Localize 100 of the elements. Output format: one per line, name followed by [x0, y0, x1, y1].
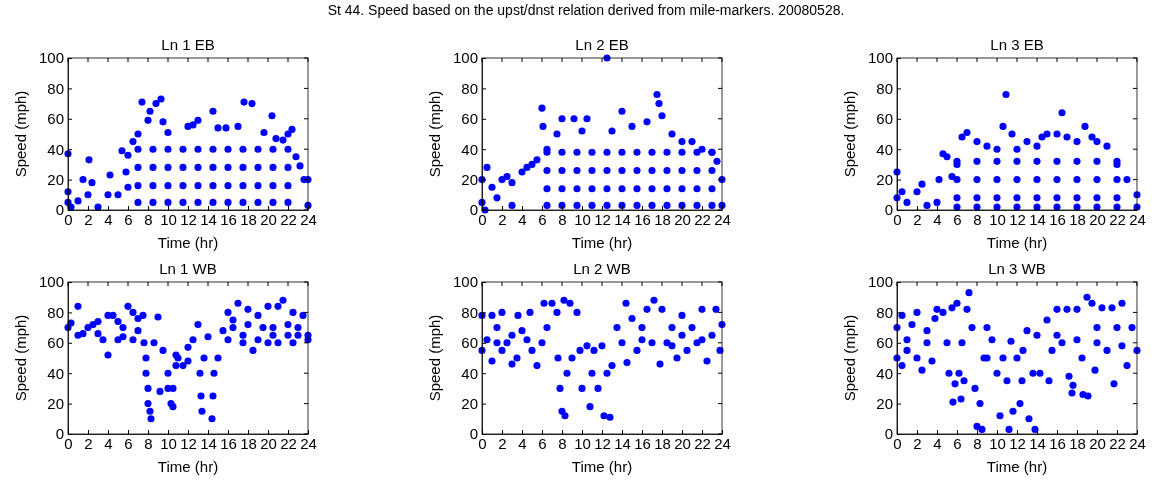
x-tick-label: 2 [84, 434, 93, 452]
x-axis-title: Time (hr) [986, 458, 1048, 475]
x-tick-label: 24 [300, 434, 317, 452]
x-tick-label: 6 [953, 434, 962, 452]
x-tick-label: 2 [84, 210, 93, 228]
chart-title: Ln 2 WB [573, 260, 631, 277]
x-tick-label: 12 [1009, 210, 1026, 228]
x-tick-label: 6 [538, 210, 547, 228]
y-axis-title: Speed (mph) [426, 314, 443, 402]
y-tick-label: 40 [47, 140, 64, 158]
y-axis-title: Speed (mph) [12, 90, 29, 178]
chart-title: Ln 1 EB [161, 36, 215, 53]
x-tick-label: 22 [694, 210, 711, 228]
chart-title: Ln 2 EB [575, 36, 629, 53]
chart-title: Ln 3 EB [990, 36, 1044, 53]
x-tick-label: 2 [913, 434, 922, 452]
x-tick-label: 8 [144, 210, 153, 228]
x-tick-label: 8 [144, 434, 153, 452]
y-tick-label: 100 [867, 49, 893, 67]
x-axis-title: Time (hr) [986, 234, 1048, 251]
x-tick-label: 6 [124, 434, 133, 452]
x-tick-label: 2 [498, 434, 507, 452]
x-tick-label: 12 [180, 434, 197, 452]
x-tick-label: 8 [558, 210, 567, 228]
x-tick-label: 16 [634, 434, 651, 452]
y-tick-label: 100 [867, 273, 893, 291]
x-tick-label: 14 [614, 210, 631, 228]
x-tick-label: 18 [240, 434, 257, 452]
x-axis-title: Time (hr) [157, 458, 219, 475]
x-tick-label: 12 [594, 210, 611, 228]
x-tick-label: 16 [220, 210, 237, 228]
x-tick-label: 24 [714, 434, 731, 452]
x-tick-label: 10 [574, 210, 591, 228]
y-tick-label: 80 [47, 79, 64, 97]
x-tick-label: 14 [614, 434, 631, 452]
y-axis-title: Speed (mph) [12, 314, 29, 402]
x-tick-label: 16 [1049, 210, 1066, 228]
y-tick-label: 60 [876, 334, 893, 352]
y-tick-label: 20 [461, 394, 478, 412]
y-axis-title: Speed (mph) [841, 90, 858, 178]
x-tick-label: 20 [260, 434, 277, 452]
x-tick-label: 20 [1089, 434, 1106, 452]
x-tick-label: 4 [104, 434, 113, 452]
y-tick-label: 60 [47, 110, 64, 128]
y-tick-label: 40 [47, 364, 64, 382]
x-tick-label: 18 [1069, 434, 1086, 452]
y-tick-label: 80 [47, 303, 64, 321]
x-tick-label: 2 [913, 210, 922, 228]
x-tick-label: 22 [1109, 434, 1126, 452]
x-tick-label: 10 [989, 210, 1006, 228]
y-tick-label: 20 [876, 170, 893, 188]
y-tick-label: 60 [876, 110, 893, 128]
x-axis-title: Time (hr) [571, 234, 633, 251]
x-tick-label: 20 [674, 434, 691, 452]
x-tick-label: 22 [280, 210, 297, 228]
x-tick-label: 20 [674, 210, 691, 228]
x-tick-label: 16 [1049, 434, 1066, 452]
y-tick-label: 40 [461, 140, 478, 158]
x-tick-label: 22 [694, 434, 711, 452]
y-tick-label: 100 [452, 273, 478, 291]
x-tick-label: 14 [1029, 434, 1046, 452]
y-tick-label: 40 [876, 364, 893, 382]
x-tick-label: 12 [180, 210, 197, 228]
x-tick-label: 22 [280, 434, 297, 452]
x-tick-label: 14 [200, 210, 217, 228]
x-tick-label: 22 [1109, 210, 1126, 228]
x-tick-label: 18 [654, 434, 671, 452]
y-tick-label: 80 [461, 79, 478, 97]
x-tick-label: 10 [989, 434, 1006, 452]
x-tick-label: 10 [160, 434, 177, 452]
x-tick-label: 24 [300, 210, 317, 228]
x-tick-label: 12 [594, 434, 611, 452]
y-tick-label: 80 [876, 303, 893, 321]
x-tick-label: 4 [518, 210, 527, 228]
y-axis-title: Speed (mph) [841, 314, 858, 402]
x-tick-label: 2 [498, 210, 507, 228]
x-tick-label: 16 [634, 210, 651, 228]
x-tick-label: 10 [574, 434, 591, 452]
chart-title: Ln 1 WB [159, 260, 217, 277]
x-tick-label: 6 [124, 210, 133, 228]
x-tick-label: 8 [558, 434, 567, 452]
x-tick-label: 8 [973, 210, 982, 228]
x-axis-title: Time (hr) [157, 234, 219, 251]
x-tick-label: 18 [654, 210, 671, 228]
y-axis-title: Speed (mph) [426, 90, 443, 178]
y-tick-label: 60 [461, 334, 478, 352]
y-tick-label: 100 [452, 49, 478, 67]
y-tick-label: 20 [47, 394, 64, 412]
y-tick-label: 60 [461, 110, 478, 128]
y-tick-label: 20 [461, 170, 478, 188]
x-tick-label: 6 [953, 210, 962, 228]
x-tick-label: 14 [1029, 210, 1046, 228]
x-tick-label: 4 [104, 210, 113, 228]
x-tick-label: 10 [160, 210, 177, 228]
y-tick-label: 20 [876, 394, 893, 412]
x-tick-label: 6 [538, 434, 547, 452]
chart-title: Ln 3 WB [988, 260, 1046, 277]
y-tick-label: 20 [47, 170, 64, 188]
x-tick-label: 20 [1089, 210, 1106, 228]
x-tick-label: 4 [518, 434, 527, 452]
